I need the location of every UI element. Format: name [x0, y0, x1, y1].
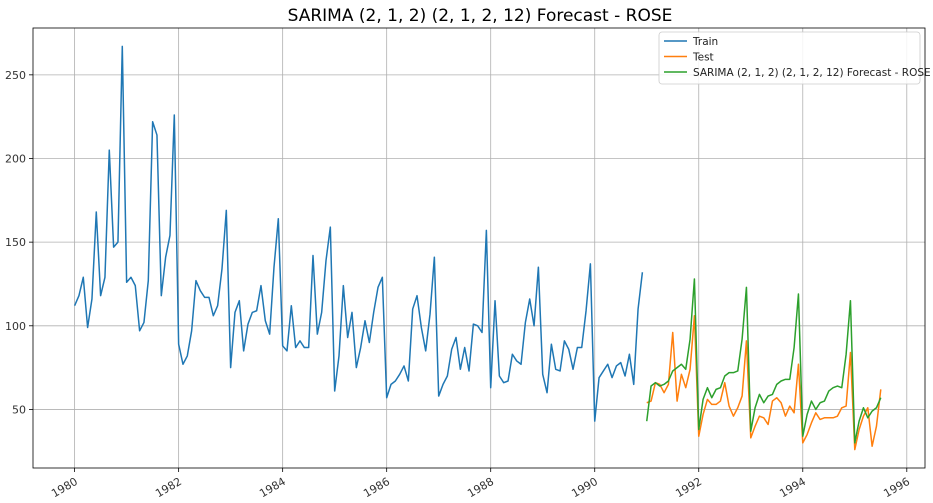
y-tick-label: 100: [5, 320, 26, 333]
plot-frame: [32, 27, 926, 469]
legend-label: SARIMA (2, 1, 2) (2, 1, 2, 12) Forecast …: [693, 67, 931, 79]
grid: [33, 28, 925, 468]
y-tick-label: 150: [5, 236, 26, 249]
legend-label: Test: [692, 52, 714, 64]
series-line-test: [646, 315, 882, 451]
y-tick-label: 250: [5, 69, 26, 82]
legend-label: Train: [692, 36, 718, 48]
y-tick-label: 50: [12, 403, 26, 416]
legend-box: [658, 31, 921, 85]
series-line-sarima-2-1-2-2-1-2-12-forecast-rose: [645, 278, 882, 444]
y-tick-label: 200: [5, 152, 26, 165]
chart-title: SARIMA (2, 1, 2) (2, 1, 2, 12) Forecast …: [288, 6, 673, 26]
legend: Train Test SARIMA (2, 1, 2) (2, 1, 2, 12) …: [658, 31, 931, 85]
series-lines: [73, 45, 882, 451]
series-line-train: [73, 45, 644, 422]
